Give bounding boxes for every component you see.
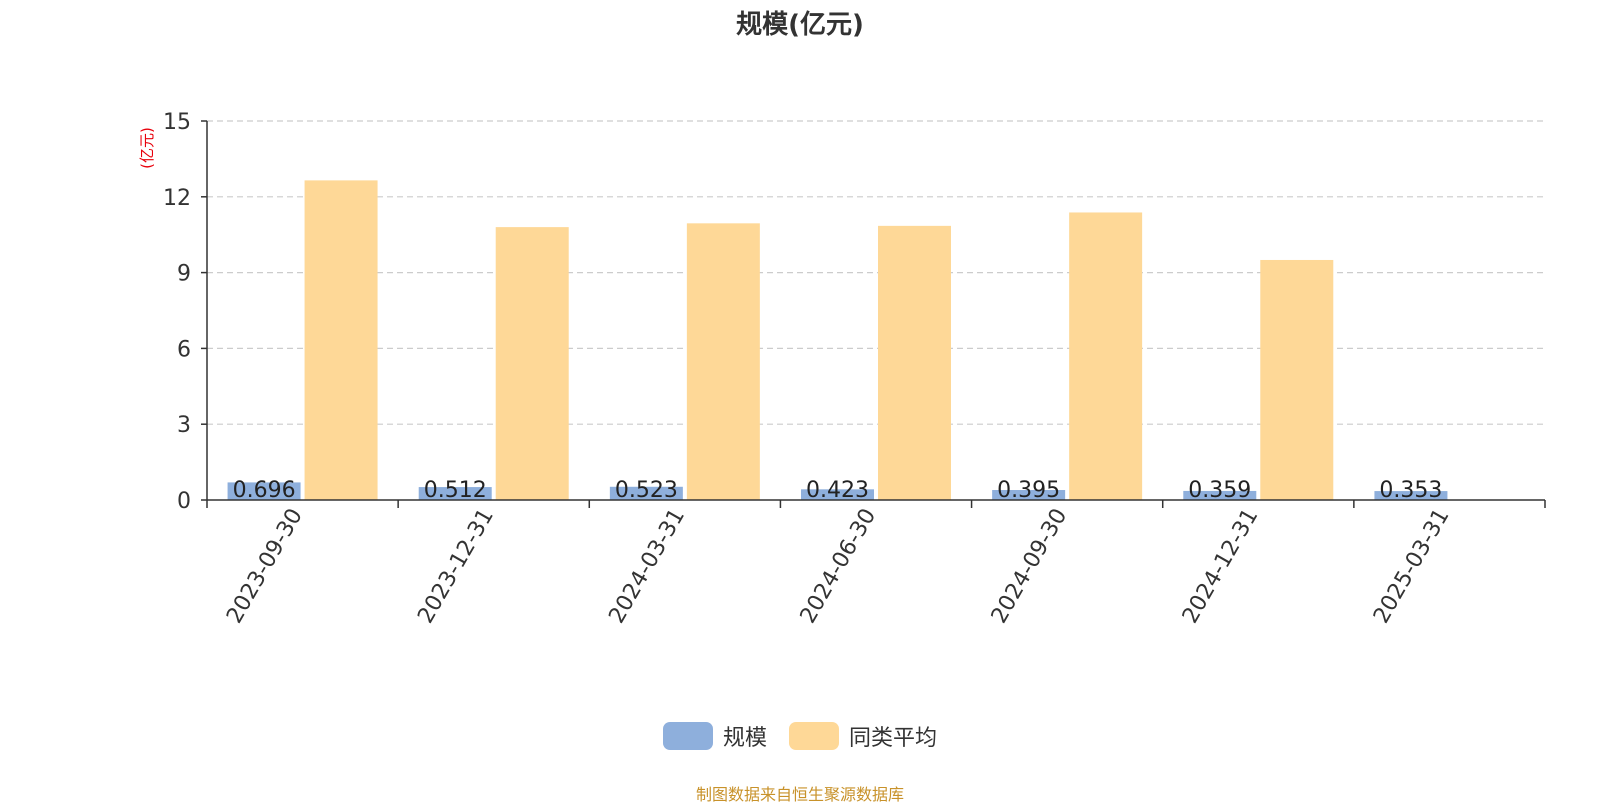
bar-peer-average xyxy=(1069,212,1143,500)
bar-scale xyxy=(992,490,1066,500)
bar-peer-average xyxy=(304,180,378,501)
data-label-scale: 0.353 xyxy=(1379,478,1442,503)
bar-scale xyxy=(609,486,683,500)
data-label-scale: 0.423 xyxy=(806,478,869,503)
bars xyxy=(227,180,1448,501)
y-axis-unit-label: (亿元) xyxy=(138,127,156,169)
data-labels: 0.696 0.512 0.523 0.423 0.395 0.359 0.353 xyxy=(233,478,1443,503)
legend-item-scale[interactable]: 规模 xyxy=(662,720,767,752)
y-tick-label: 9 xyxy=(177,262,191,287)
bar-peer-average xyxy=(495,227,569,500)
x-tick-label: 2024-03-31 xyxy=(604,505,690,628)
data-label-scale: 0.512 xyxy=(424,478,487,503)
legend-label-peer-average: 同类平均 xyxy=(849,726,938,751)
bar-peer-average xyxy=(686,223,760,500)
y-tick-label: 12 xyxy=(163,186,191,211)
chart-title: 规模(亿元) xyxy=(736,10,864,40)
x-tick-label: 2024-06-30 xyxy=(796,505,882,628)
x-tick-label: 2024-09-30 xyxy=(987,505,1073,628)
bar-peer-average xyxy=(878,225,951,500)
y-tick-label: 6 xyxy=(177,337,191,362)
y-tick-label: 3 xyxy=(177,413,191,438)
legend-label-scale: 规模 xyxy=(722,726,767,751)
y-tick-label: 0 xyxy=(177,489,191,514)
bar-peer-average xyxy=(1260,259,1334,500)
bar-scale xyxy=(1374,491,1448,500)
legend: 规模 同类平均 xyxy=(0,720,1600,752)
x-tick-label: 2023-12-31 xyxy=(413,505,499,628)
data-label-scale: 0.359 xyxy=(1188,478,1251,503)
bar-scale xyxy=(1183,490,1257,500)
x-tick-label: 2025-03-31 xyxy=(1369,505,1455,628)
gridlines xyxy=(207,120,1545,425)
bar-scale xyxy=(801,489,874,500)
legend-item-peer-average[interactable]: 同类平均 xyxy=(789,720,937,752)
legend-swatch-peer-average xyxy=(789,722,839,750)
data-label-scale: 0.395 xyxy=(997,478,1060,503)
x-tick-label: 2024-12-31 xyxy=(1178,505,1264,628)
x-tick-label: 2023-09-30 xyxy=(222,505,308,628)
legend-swatch-scale xyxy=(662,722,713,750)
y-tick-label: 15 xyxy=(163,110,191,135)
data-label-scale: 0.696 xyxy=(233,478,296,503)
data-label-scale: 0.523 xyxy=(615,478,678,503)
bar-scale xyxy=(227,482,301,500)
bar-scale xyxy=(418,487,492,500)
source-note: 制图数据来自恒生聚源数据库 xyxy=(695,785,904,804)
